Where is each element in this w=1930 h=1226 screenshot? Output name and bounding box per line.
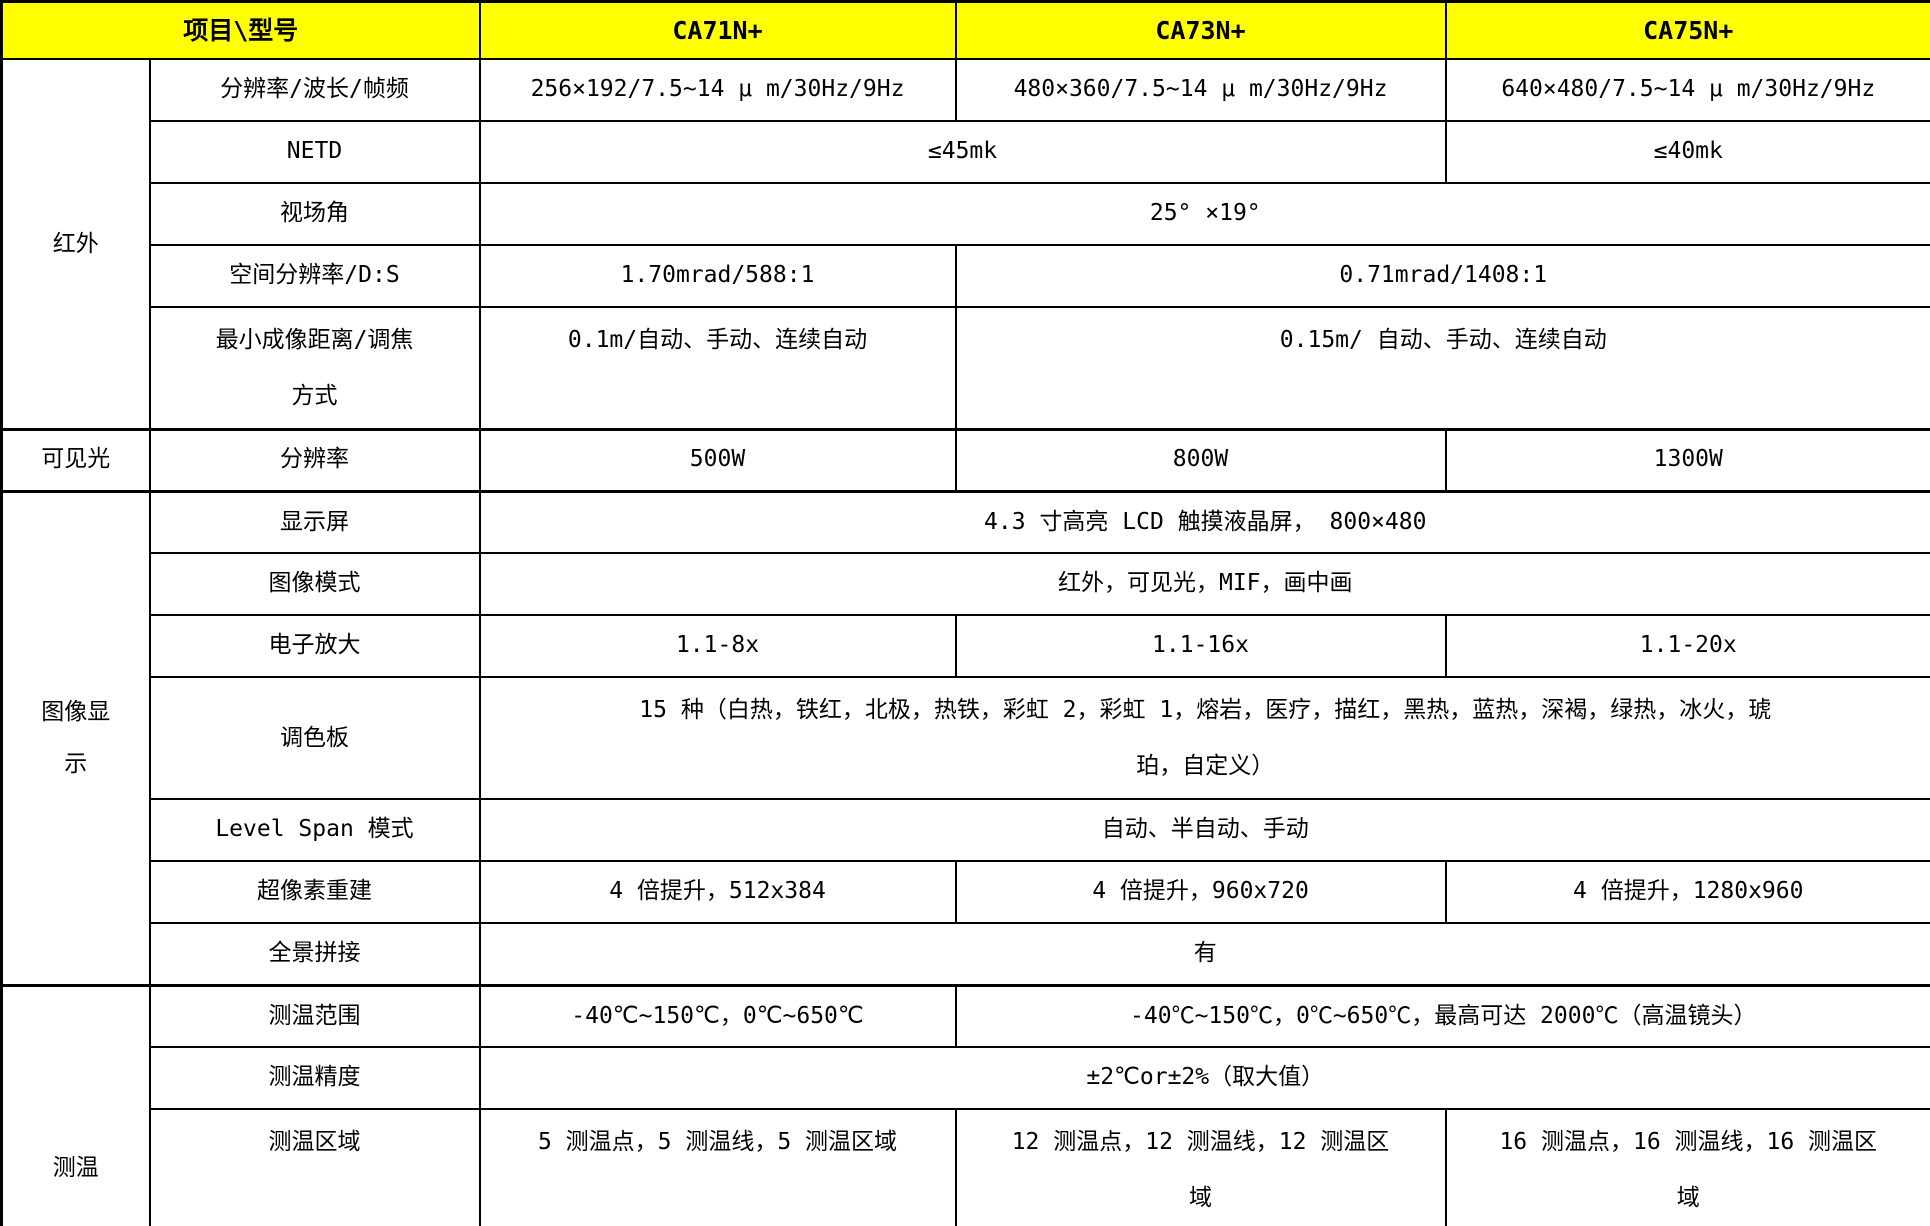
row-digital-zoom: 电子放大 1.1-8x 1.1-16x 1.1-20x: [2, 614, 1930, 678]
row-level-span: Level Span 模式 自动、半自动、手动: [2, 798, 1930, 862]
row-label: 显示屏: [148, 489, 481, 554]
value-cell: 480×360/7.5~14 μ m/30Hz/9Hz: [954, 58, 1447, 122]
group-label-display: 图像显 示: [0, 489, 151, 986]
value-cell: 25° ×19°: [478, 182, 1930, 246]
value-cell: 1.1-16x: [954, 614, 1447, 678]
row-label: 超像素重建: [148, 860, 481, 924]
row-label: 电子放大: [148, 614, 481, 678]
row-label: 空间分辨率/D:S: [148, 244, 481, 308]
value-cell: 0.71mrad/1408:1: [954, 244, 1930, 308]
value-cell: 1.1-8x: [478, 614, 957, 678]
header-model-ca73n: CA73N+: [954, 0, 1447, 60]
value-cell: 800W: [954, 427, 1447, 492]
row-label: 最小成像距离/调焦 方式: [148, 306, 481, 430]
value-cell: 16 测温点，16 测温线，16 测温区 域: [1444, 1108, 1930, 1226]
row-resolution-visible: 可见光 分辨率 500W 800W 1300W: [0, 427, 1930, 492]
row-resolution-ir: 红外 分辨率/波长/帧频 256×192/7.5~14 μ m/30Hz/9Hz…: [0, 58, 1930, 430]
value-cell: 自动、半自动、手动: [478, 798, 1930, 862]
row-palette: 调色板 15 种（白热，铁红，北极，热铁，彩虹 2，彩虹 1，熔岩，医疗，描红，…: [2, 676, 1930, 800]
value-cell: 1.1-20x: [1444, 614, 1930, 678]
group-label-thermometry: 测温: [0, 983, 151, 1226]
header-corner-cell: 项目\型号: [0, 0, 481, 60]
value-cell: 红外，可见光，MIF，画中画: [478, 552, 1930, 616]
row-label: 测温范围: [148, 983, 481, 1048]
value-cell: 500W: [478, 427, 957, 492]
value-cell: 15 种（白热，铁红，北极，热铁，彩虹 2，彩虹 1，熔岩，医疗，描红，黑热，蓝…: [478, 676, 1930, 800]
value-cell: 4 倍提升，512x384: [478, 860, 957, 924]
row-min-focus: 最小成像距离/调焦 方式 0.1m/自动、手动、连续自动 0.15m/ 自动、手…: [2, 306, 1930, 430]
value-cell: 1.70mrad/588:1: [478, 244, 957, 308]
row-label: 视场角: [148, 182, 481, 246]
group-label-visible: 可见光: [0, 427, 151, 492]
row-spatial-resolution: 空间分辨率/D:S 1.70mrad/588:1 0.71mrad/1408:1: [2, 244, 1930, 308]
value-cell: 256×192/7.5~14 μ m/30Hz/9Hz: [478, 58, 957, 122]
value-cell: 5 测温点，5 测温线，5 测温区域: [478, 1108, 957, 1226]
value-cell: ≤45mk: [478, 120, 1447, 184]
row-screen: 图像显 示 显示屏 4.3 寸高亮 LCD 触摸液晶屏， 800×480: [0, 489, 1930, 986]
row-temp-accuracy: 测温精度 ±2℃or±2%（取大值）: [2, 1046, 1930, 1110]
row-label: 全景拼接: [148, 922, 481, 986]
row-label: 测温精度: [148, 1046, 481, 1110]
value-cell: 有: [478, 922, 1930, 986]
row-label: 图像模式: [148, 552, 481, 616]
value-cell: 640×480/7.5~14 μ m/30Hz/9Hz: [1444, 58, 1930, 122]
value-cell: 0.1m/自动、手动、连续自动: [478, 306, 957, 430]
row-netd: NETD ≤45mk ≤40mk: [2, 120, 1930, 184]
row-image-mode: 图像模式 红外，可见光，MIF，画中画: [2, 552, 1930, 616]
group-label-infrared: 红外: [0, 58, 151, 430]
value-cell: -40℃~150℃，0℃~650℃，最高可达 2000℃（高温镜头）: [954, 983, 1930, 1048]
row-temp-zones: 测温区域 5 测温点，5 测温线，5 测温区域 12 测温点，12 测温线，12…: [2, 1108, 1930, 1226]
row-super-resolution: 超像素重建 4 倍提升，512x384 4 倍提升，960x720 4 倍提升，…: [2, 860, 1930, 924]
value-cell: ≤40mk: [1444, 120, 1930, 184]
row-label: NETD: [148, 120, 481, 184]
row-temp-range: 测温 测温范围 -40℃~150℃，0℃~650℃ -40℃~150℃，0℃~6…: [0, 983, 1930, 1226]
row-label: 分辨率/波长/帧频: [148, 58, 481, 122]
row-fov: 视场角 25° ×19°: [2, 182, 1930, 246]
value-cell: -40℃~150℃，0℃~650℃: [478, 983, 957, 1048]
header-row: 项目\型号 CA71N+ CA73N+ CA75N+: [0, 0, 1930, 60]
value-cell: ±2℃or±2%（取大值）: [478, 1046, 1930, 1110]
row-label: Level Span 模式: [148, 798, 481, 862]
row-label: 分辨率: [148, 427, 481, 492]
header-model-ca71n: CA71N+: [478, 0, 957, 60]
value-cell: 4 倍提升，960x720: [954, 860, 1447, 924]
value-cell: 1300W: [1444, 427, 1930, 492]
value-cell: 0.15m/ 自动、手动、连续自动: [954, 306, 1930, 430]
value-cell: 12 测温点，12 测温线，12 测温区 域: [954, 1108, 1447, 1226]
row-panorama: 全景拼接 有: [2, 922, 1930, 986]
value-cell: 4 倍提升，1280x960: [1444, 860, 1930, 924]
header-model-ca75n: CA75N+: [1444, 0, 1930, 60]
row-label: 测温区域: [148, 1108, 481, 1226]
row-label: 调色板: [148, 676, 481, 800]
value-cell: 4.3 寸高亮 LCD 触摸液晶屏， 800×480: [478, 489, 1930, 554]
